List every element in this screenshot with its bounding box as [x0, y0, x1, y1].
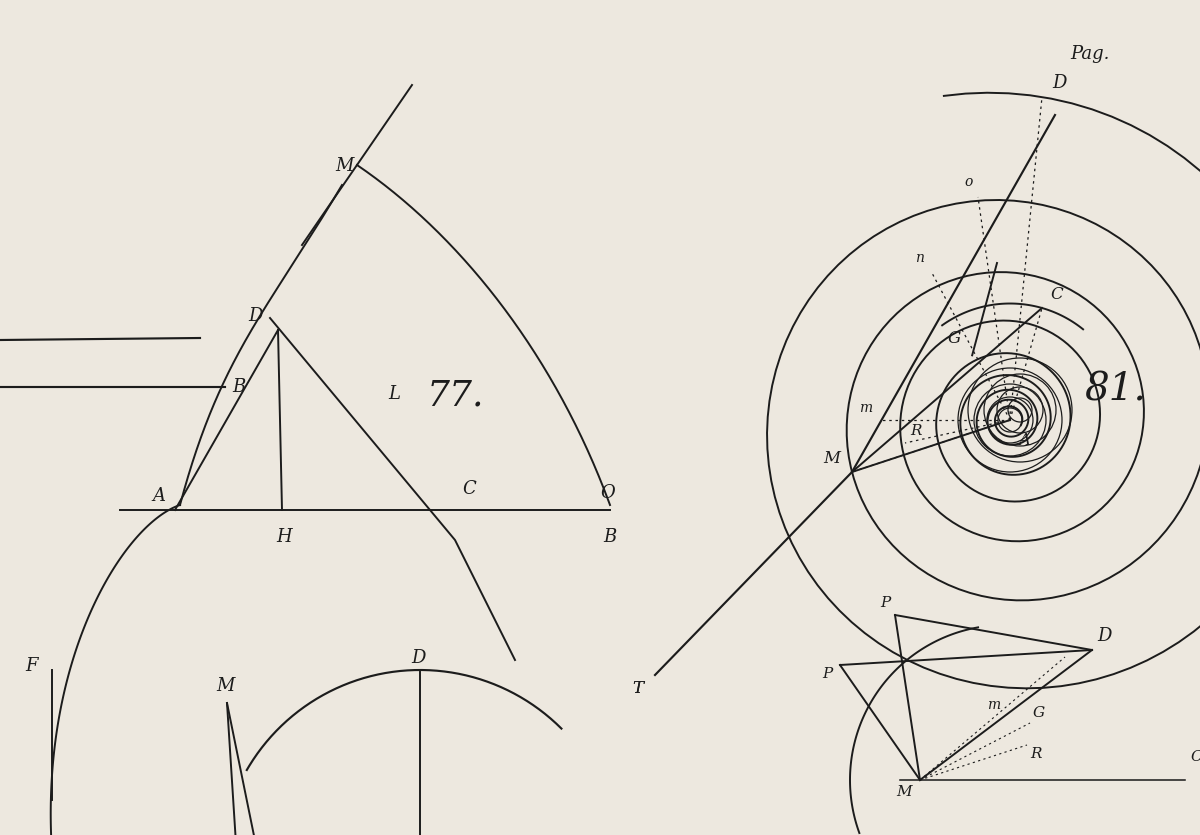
Text: D: D	[248, 307, 263, 325]
Text: A: A	[1018, 432, 1030, 449]
Text: m: m	[986, 698, 1000, 712]
Text: G: G	[947, 331, 960, 347]
Text: o: o	[965, 175, 973, 189]
Text: G: G	[1033, 706, 1045, 720]
Text: Pag.: Pag.	[1070, 45, 1109, 63]
Text: H: H	[276, 528, 292, 546]
Text: C: C	[1050, 286, 1063, 303]
Text: M: M	[823, 450, 840, 467]
Text: C: C	[1190, 750, 1200, 764]
Text: R: R	[910, 424, 922, 438]
Text: M: M	[216, 677, 234, 695]
Text: 77.: 77.	[426, 378, 484, 412]
Text: M: M	[896, 785, 912, 799]
Text: B: B	[604, 528, 617, 546]
Text: P: P	[880, 596, 890, 610]
Text: P: P	[822, 667, 832, 681]
Text: n: n	[916, 251, 924, 265]
Text: D: D	[1097, 627, 1111, 645]
Text: m: m	[859, 401, 872, 415]
Text: 81.: 81.	[1084, 372, 1146, 408]
Text: L: L	[388, 385, 400, 403]
Text: C: C	[462, 480, 475, 498]
Text: A: A	[152, 487, 166, 505]
Text: F: F	[25, 657, 38, 675]
Text: R: R	[1030, 747, 1042, 761]
Text: T: T	[632, 680, 643, 697]
Text: O: O	[600, 484, 614, 502]
Text: M: M	[335, 157, 353, 175]
Text: D: D	[410, 649, 425, 667]
Text: T: T	[632, 680, 643, 697]
Text: D: D	[1052, 74, 1067, 92]
Text: B: B	[232, 378, 245, 396]
